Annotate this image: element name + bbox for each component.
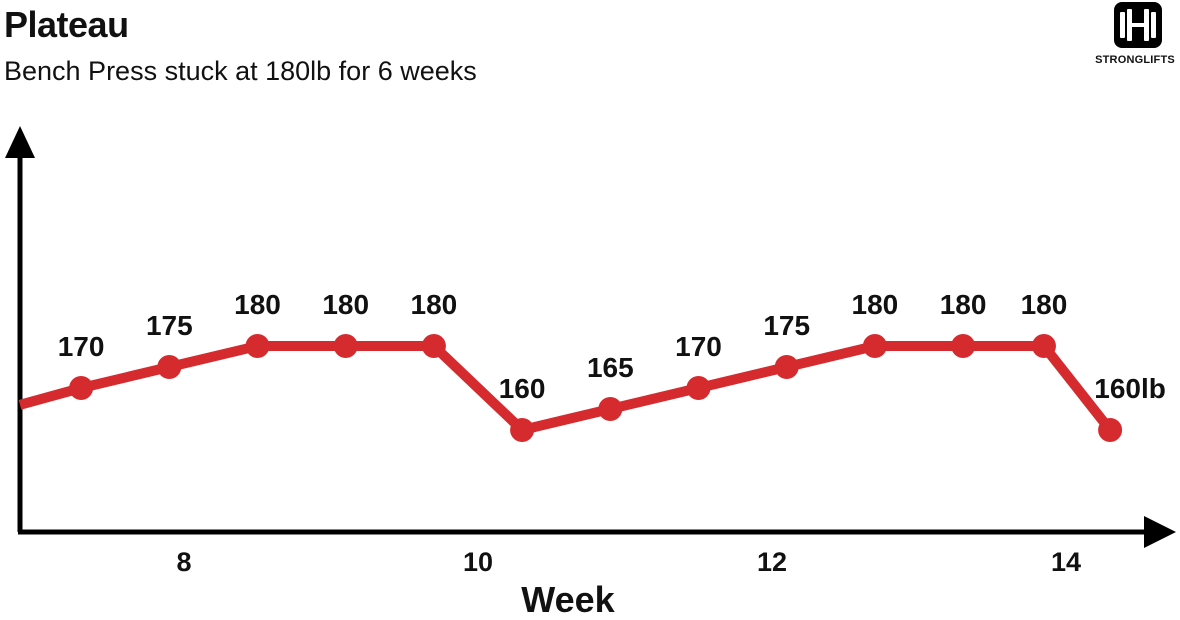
data-point bbox=[862, 334, 887, 358]
x-tick-label: 10 bbox=[463, 547, 493, 577]
data-label: 160lb bbox=[1094, 373, 1166, 404]
data-label: 180 bbox=[234, 289, 281, 320]
x-tick-label: 12 bbox=[757, 547, 787, 577]
x-axis bbox=[18, 516, 1176, 548]
data-label: 165 bbox=[587, 352, 634, 383]
barbell-icon bbox=[1114, 2, 1162, 48]
stronglifts-logo: STRONGLIFTS bbox=[1090, 0, 1180, 70]
y-axis-arrow bbox=[5, 126, 35, 158]
data-point bbox=[686, 376, 711, 400]
data-label: 180 bbox=[411, 289, 458, 320]
data-point bbox=[421, 334, 446, 358]
data-point bbox=[951, 334, 976, 358]
data-label: 170 bbox=[58, 331, 105, 362]
data-label: 180 bbox=[1021, 289, 1068, 320]
chart-title: Plateau bbox=[4, 4, 129, 45]
data-label: 180 bbox=[852, 289, 899, 320]
data-point bbox=[245, 334, 270, 358]
series-line bbox=[18, 341, 1115, 435]
data-point bbox=[157, 355, 182, 379]
data-point bbox=[774, 355, 799, 379]
data-label: 175 bbox=[763, 310, 810, 341]
data-point bbox=[333, 334, 358, 358]
data-label: 170 bbox=[675, 331, 722, 362]
x-tick-label: 8 bbox=[176, 547, 191, 577]
data-label: 175 bbox=[146, 310, 193, 341]
data-point bbox=[69, 376, 94, 400]
data-point bbox=[1098, 418, 1123, 442]
data-label: 180 bbox=[940, 289, 987, 320]
logo-text: STRONGLIFTS bbox=[1095, 54, 1175, 66]
y-axis bbox=[5, 126, 35, 532]
data-label: 160 bbox=[499, 373, 546, 404]
data-point bbox=[1031, 334, 1056, 358]
data-point bbox=[510, 418, 535, 442]
x-axis-label: Week bbox=[521, 579, 615, 620]
chart-subtitle: Bench Press stuck at 180lb for 6 weeks bbox=[4, 56, 477, 86]
data-label: 180 bbox=[322, 289, 369, 320]
x-axis-arrow bbox=[1144, 516, 1176, 548]
x-tick-label: 14 bbox=[1051, 547, 1081, 577]
data-point bbox=[598, 397, 623, 421]
